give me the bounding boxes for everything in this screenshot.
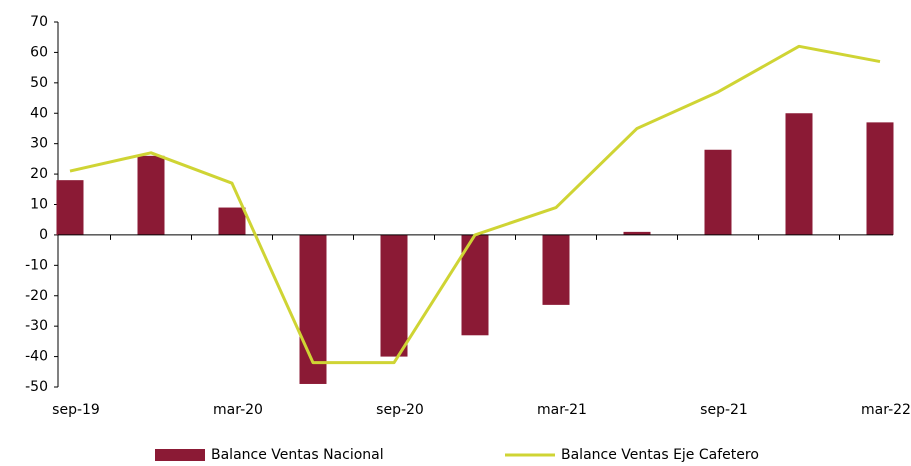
bar	[218, 207, 246, 235]
bar	[137, 155, 165, 235]
bar	[866, 122, 894, 235]
x-tick-label: mar-21	[537, 402, 587, 418]
y-tick-label: 30	[30, 136, 48, 152]
y-tick-label: 20	[30, 166, 48, 182]
y-tick-label: 40	[30, 105, 48, 121]
line	[69, 44, 881, 365]
y-tick-label: 0	[39, 227, 48, 243]
y-tick-label: -10	[25, 257, 48, 273]
bar	[623, 231, 651, 235]
y-tick-label: -50	[25, 379, 48, 395]
bar	[704, 149, 732, 235]
bar	[785, 113, 813, 235]
y-tick-label: -40	[25, 349, 48, 365]
x-tick-label: sep-21	[700, 402, 748, 418]
y-tick-label: -30	[25, 318, 48, 334]
y-tick-label: 50	[30, 75, 48, 91]
bar	[56, 180, 84, 235]
legend-label: Balance Ventas Eje Cafetero	[561, 447, 759, 463]
x-tick-label: sep-19	[52, 402, 100, 418]
legend-swatch	[155, 449, 205, 461]
x-tick-label: sep-20	[376, 402, 424, 418]
x-tick-label: mar-20	[213, 402, 263, 418]
bar	[380, 234, 408, 357]
x-tick-label: mar-22	[861, 402, 911, 418]
y-tick-label: 70	[30, 14, 48, 30]
y-tick-label: 10	[30, 197, 48, 213]
y-tick-label: 60	[30, 44, 48, 60]
y-tick-label: -20	[25, 288, 48, 304]
bar	[542, 234, 570, 305]
legend-label: Balance Ventas Nacional	[211, 447, 384, 463]
